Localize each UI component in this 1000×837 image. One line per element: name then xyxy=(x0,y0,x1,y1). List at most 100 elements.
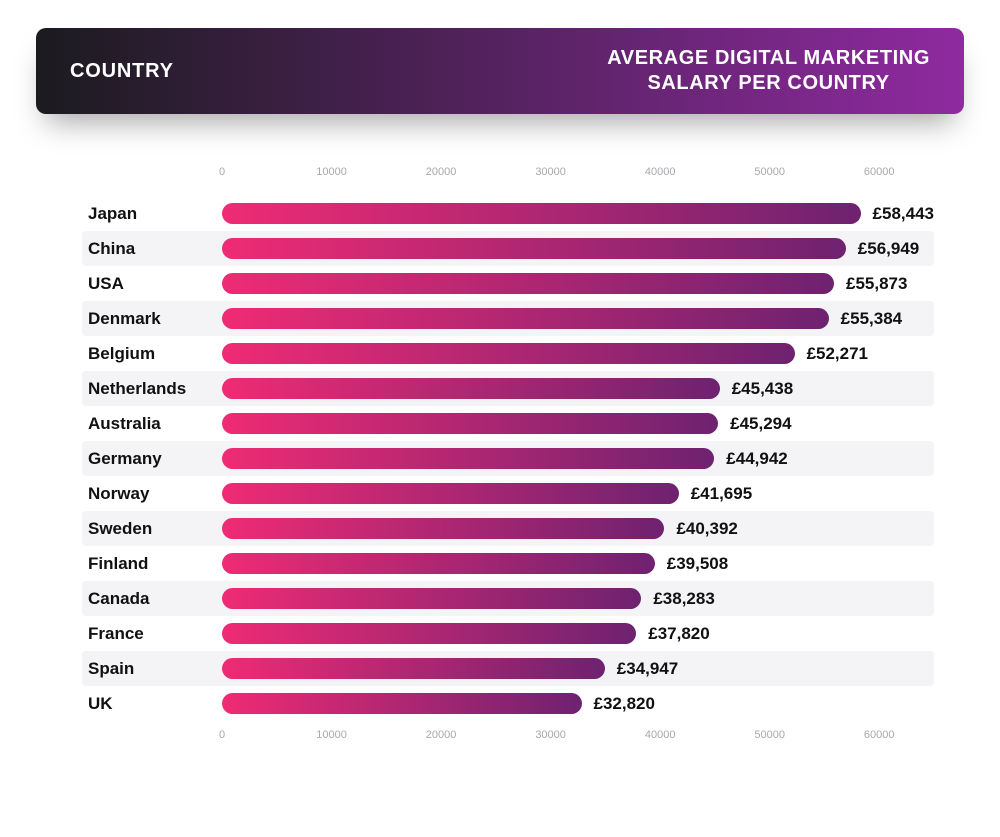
axis-tick: 50000 xyxy=(754,166,785,178)
bar-track: £40,392 xyxy=(222,511,934,546)
axis-tick: 0 xyxy=(219,729,225,741)
axis-tick: 30000 xyxy=(535,166,566,178)
value-label: £45,438 xyxy=(732,379,793,399)
bar xyxy=(222,553,655,574)
header-banner: COUNTRY AVERAGE DIGITAL MARKETING SALARY… xyxy=(36,28,964,114)
bar xyxy=(222,413,718,434)
chart-row: Norway £41,695 xyxy=(82,476,934,511)
country-label: China xyxy=(82,239,222,259)
value-label: £40,392 xyxy=(676,519,737,539)
chart-row: UK £32,820 xyxy=(82,686,934,721)
axis-tick: 60000 xyxy=(864,729,895,741)
chart-row: Denmark £55,384 xyxy=(82,301,934,336)
axis-tick: 40000 xyxy=(645,166,676,178)
bar-track: £45,294 xyxy=(222,406,934,441)
axis-tick: 60000 xyxy=(864,166,895,178)
country-label: Canada xyxy=(82,589,222,609)
header-right-label: AVERAGE DIGITAL MARKETING SALARY PER COU… xyxy=(607,46,930,96)
bar xyxy=(222,658,605,679)
bar-track: £41,695 xyxy=(222,476,934,511)
chart-rows: Japan £58,443 China £56,949 USA £55,873 Denmar… xyxy=(82,196,934,721)
bar xyxy=(222,483,679,504)
x-axis-bottom: 0 10000 20000 30000 40000 50000 60000 xyxy=(82,729,934,749)
bar-track: £44,942 xyxy=(222,441,934,476)
country-label: Finland xyxy=(82,554,222,574)
country-label: Sweden xyxy=(82,519,222,539)
value-label: £37,820 xyxy=(648,624,709,644)
bar-track: £58,443 xyxy=(222,196,934,231)
bar-track: £56,949 xyxy=(222,231,934,266)
value-label: £56,949 xyxy=(858,239,919,259)
bar xyxy=(222,238,846,259)
chart-row: Finland £39,508 xyxy=(82,546,934,581)
x-axis-top: 0 10000 20000 30000 40000 50000 60000 xyxy=(82,166,934,186)
bar-track: £39,508 xyxy=(222,546,934,581)
country-label: Belgium xyxy=(82,344,222,364)
bar-track: £37,820 xyxy=(222,616,934,651)
value-label: £55,873 xyxy=(846,274,907,294)
bar xyxy=(222,378,720,399)
value-label: £34,947 xyxy=(617,659,678,679)
chart-row: Canada £38,283 xyxy=(82,581,934,616)
country-label: Germany xyxy=(82,449,222,469)
bar xyxy=(222,518,664,539)
chart-row: China £56,949 xyxy=(82,231,934,266)
value-label: £45,294 xyxy=(730,414,791,434)
country-label: Netherlands xyxy=(82,379,222,399)
value-label: £58,443 xyxy=(873,204,934,224)
country-label: Norway xyxy=(82,484,222,504)
axis-tick: 20000 xyxy=(426,166,457,178)
bar xyxy=(222,623,636,644)
country-label: France xyxy=(82,624,222,644)
country-label: Spain xyxy=(82,659,222,679)
header-left-label: COUNTRY xyxy=(70,60,174,83)
value-label: £39,508 xyxy=(667,554,728,574)
header-right-line1: AVERAGE DIGITAL MARKETING xyxy=(607,46,930,71)
bar-track: £55,873 xyxy=(222,266,934,301)
value-label: £52,271 xyxy=(807,344,868,364)
bar xyxy=(222,693,582,714)
chart-row: USA £55,873 xyxy=(82,266,934,301)
value-label: £41,695 xyxy=(691,484,752,504)
axis-tick: 50000 xyxy=(754,729,785,741)
country-label: Japan xyxy=(82,204,222,224)
axis-tick: 10000 xyxy=(316,729,347,741)
chart-row: France £37,820 xyxy=(82,616,934,651)
country-label: USA xyxy=(82,274,222,294)
chart-row: Sweden £40,392 xyxy=(82,511,934,546)
chart-row: Germany £44,942 xyxy=(82,441,934,476)
bar-track: £38,283 xyxy=(222,581,934,616)
bar-track: £52,271 xyxy=(222,336,934,371)
bar xyxy=(222,308,829,329)
value-label: £44,942 xyxy=(726,449,787,469)
x-axis-top-ticks: 0 10000 20000 30000 40000 50000 60000 xyxy=(222,166,934,186)
chart-row: Australia £45,294 xyxy=(82,406,934,441)
axis-tick: 40000 xyxy=(645,729,676,741)
value-label: £55,384 xyxy=(841,309,902,329)
chart-container: 0 10000 20000 30000 40000 50000 60000 Japan £58… xyxy=(36,166,964,749)
bar xyxy=(222,203,861,224)
bar-track: £45,438 xyxy=(222,371,934,406)
value-label: £32,820 xyxy=(594,694,655,714)
axis-tick: 0 xyxy=(219,166,225,178)
country-label: Australia xyxy=(82,414,222,434)
axis-tick: 10000 xyxy=(316,166,347,178)
bar-track: £34,947 xyxy=(222,651,934,686)
country-label: Denmark xyxy=(82,309,222,329)
x-axis-bottom-ticks: 0 10000 20000 30000 40000 50000 60000 xyxy=(222,729,934,749)
bar-track: £32,820 xyxy=(222,686,934,721)
axis-tick: 30000 xyxy=(535,729,566,741)
chart-row: Belgium £52,271 xyxy=(82,336,934,371)
bar xyxy=(222,588,641,609)
country-label: UK xyxy=(82,694,222,714)
bar-track: £55,384 xyxy=(222,301,934,336)
chart-row: Netherlands £45,438 xyxy=(82,371,934,406)
axis-tick: 20000 xyxy=(426,729,457,741)
chart-row: Japan £58,443 xyxy=(82,196,934,231)
bar xyxy=(222,343,795,364)
bar xyxy=(222,273,834,294)
value-label: £38,283 xyxy=(653,589,714,609)
chart-row: Spain £34,947 xyxy=(82,651,934,686)
header-right-line2: SALARY PER COUNTRY xyxy=(607,71,930,96)
bar xyxy=(222,448,714,469)
